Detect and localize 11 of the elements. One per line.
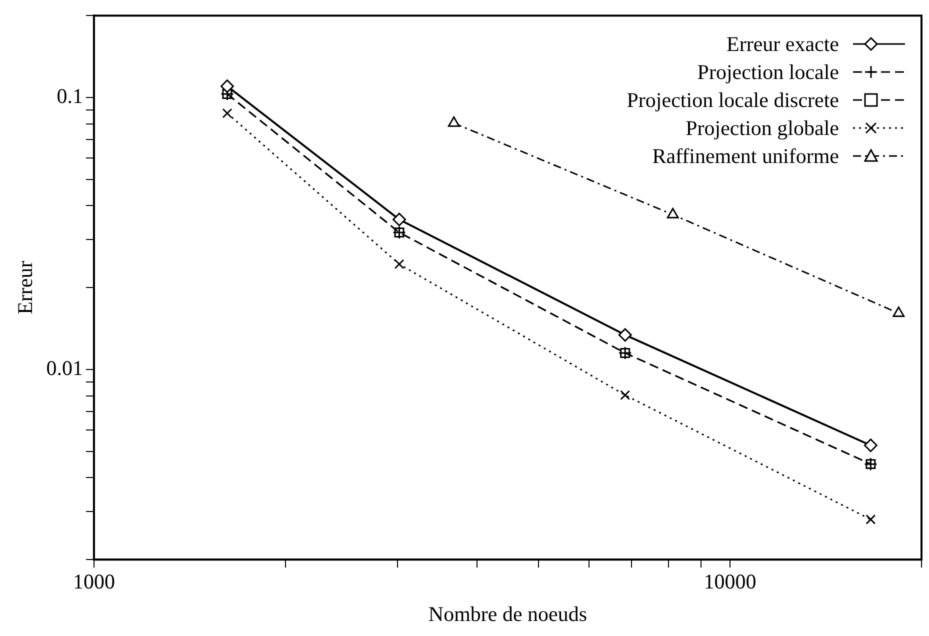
x-tick-label: 1000	[72, 570, 115, 594]
x-tick-label: 10000	[704, 570, 756, 594]
legend-label: Projection locale discrete	[626, 87, 839, 114]
legend-label: Projection locale	[697, 59, 839, 86]
y-tick-label: 0.1	[56, 84, 83, 108]
legend-label: Erreur exacte	[726, 31, 839, 58]
legend-label: Projection globale	[686, 115, 839, 142]
y-tick-label: 0.01	[46, 356, 83, 380]
y-axis-title: Erreur	[13, 260, 38, 314]
legend-label: Raffinement uniforme	[652, 143, 839, 170]
x-axis-title: Nombre de noeuds	[428, 602, 588, 626]
